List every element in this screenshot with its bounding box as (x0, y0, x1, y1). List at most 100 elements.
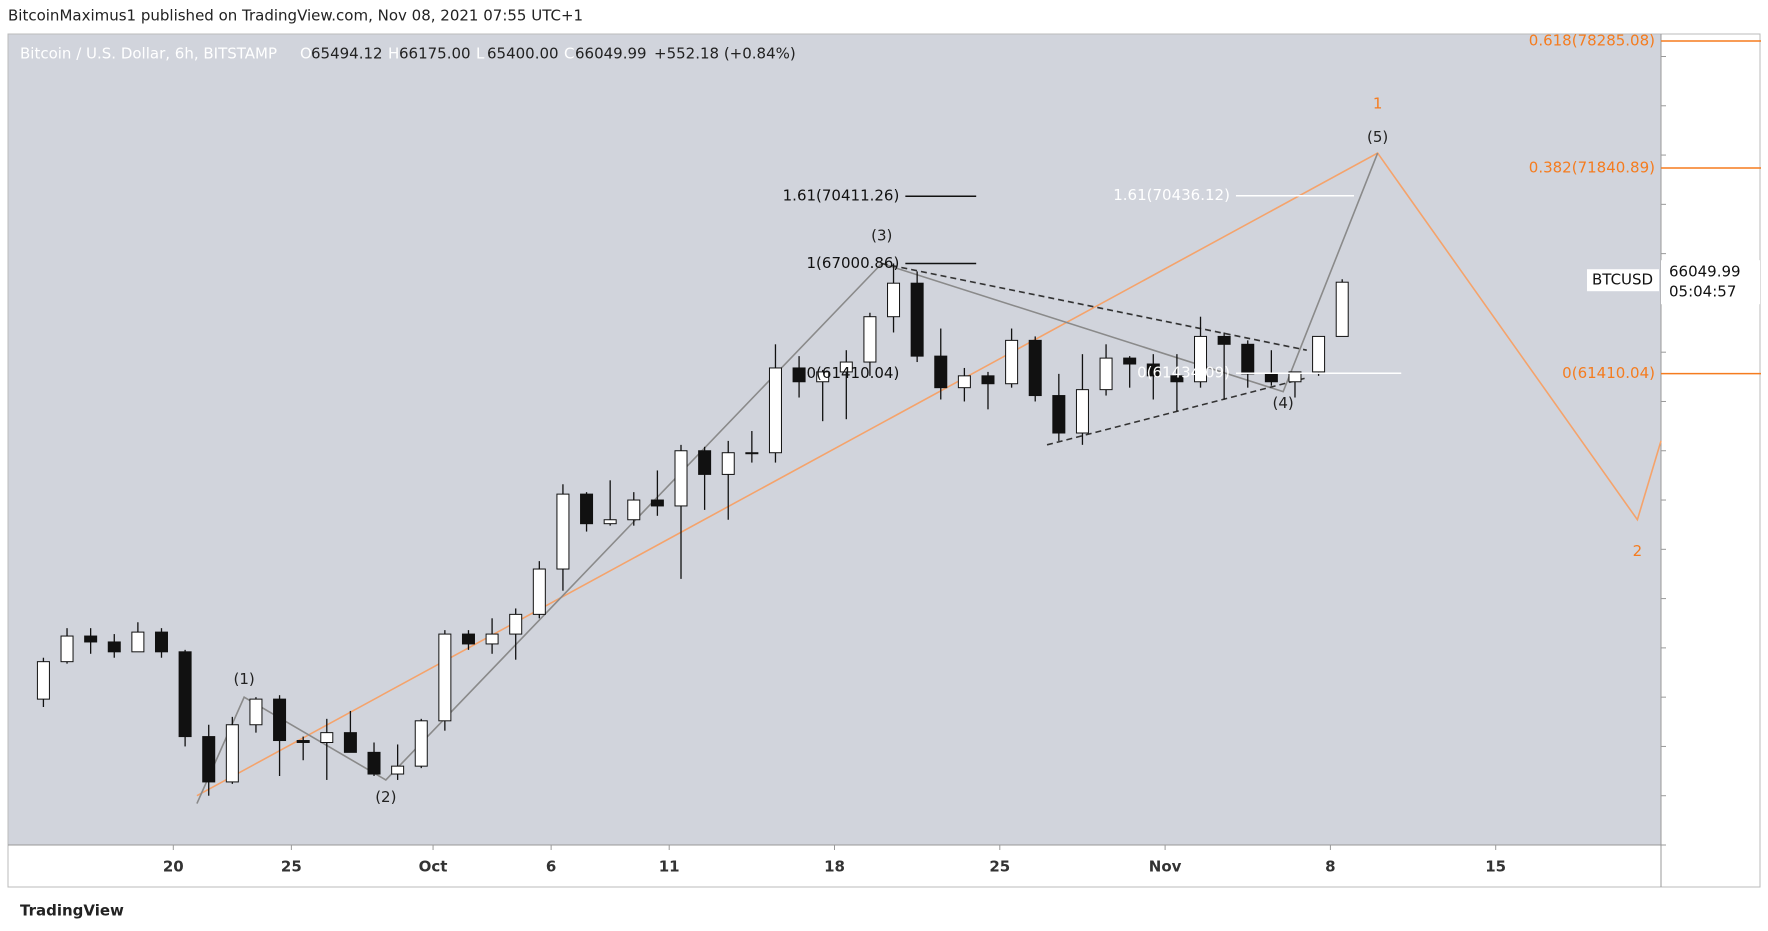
candle-body (910, 282, 924, 357)
last-price-tag (1661, 260, 1760, 305)
candle-body (580, 493, 594, 525)
candle-body (343, 732, 357, 753)
candle-body (1170, 375, 1184, 383)
y-tick-label: 37500.00 (1671, 836, 1743, 854)
wave-label: 2 (1633, 542, 1643, 560)
fib-label: 0(61410.04) (1562, 364, 1655, 382)
x-tick-label: 8 (1325, 858, 1335, 876)
candle-body (934, 355, 948, 389)
candle-body (414, 720, 428, 767)
y-tick-label: 60000.00 (1671, 392, 1743, 410)
candle-body (485, 633, 499, 645)
publisher: BitcoinMaximus1 published on TradingView… (8, 7, 583, 25)
candle-body (1241, 343, 1255, 375)
symbol: Bitcoin / U.S. Dollar, 6h, BITSTAMP (20, 45, 277, 63)
y-tick-label: 75000.00 (1671, 96, 1743, 114)
candle-body (674, 450, 688, 507)
x-tick-label: Oct (419, 858, 448, 876)
candle-body (225, 724, 239, 783)
candle-body (556, 493, 570, 570)
candle-body (1099, 357, 1113, 391)
candle-body (391, 765, 405, 775)
candle-body (792, 367, 806, 383)
candle-body (1028, 339, 1042, 397)
candle-body (438, 633, 452, 722)
candle-body (1194, 335, 1208, 383)
fib-label: 0.618(78285.08) (1529, 32, 1655, 50)
footer: TradingView (20, 902, 124, 920)
candle-body (532, 568, 546, 615)
candle-body (84, 635, 98, 643)
candle-body (1288, 371, 1302, 383)
wave-label: (1) (234, 670, 255, 688)
y-tick-label: 55000.00 (1671, 491, 1743, 509)
candle-body (603, 519, 617, 525)
candle-body (249, 698, 263, 726)
x-tick-label: 15 (1485, 858, 1506, 876)
candle-body (887, 282, 901, 318)
candle-body (1217, 335, 1231, 345)
ohlc-value: 66175.00 (399, 45, 471, 63)
wave-label: (2) (375, 788, 396, 806)
wave-label: (4) (1273, 394, 1294, 412)
candle-body (509, 613, 523, 635)
candle-body (1335, 281, 1349, 337)
candle-body (320, 732, 334, 743)
wave-label: 1 (1373, 94, 1383, 112)
candle-body (1005, 339, 1019, 385)
ohlc-value: 65494.12 (311, 45, 383, 63)
ohlc-label: H (388, 45, 399, 63)
candle-body (273, 698, 287, 742)
ohlc-label: O (300, 45, 312, 63)
x-tick-label: 25 (989, 858, 1010, 876)
last-price: 66049.99 (1669, 263, 1741, 281)
candle-body (131, 631, 145, 653)
y-tick-label: 50000.00 (1671, 589, 1743, 607)
candle-body (698, 450, 712, 475)
y-tick-label: 77500.00 (1671, 47, 1743, 65)
candle-body (721, 452, 735, 475)
candle-body (627, 499, 641, 521)
candle-body (863, 316, 877, 363)
y-tick-label: 47500.00 (1671, 638, 1743, 656)
candle-body (154, 631, 168, 653)
fib-label: 1.61(70411.26) (783, 187, 900, 205)
candle-body (981, 375, 995, 385)
y-tick-label: 40000.00 (1671, 786, 1743, 804)
fib-label: 0(61434.09) (1137, 364, 1230, 382)
symbol-line: Bitcoin / U.S. Dollar, 6h, BITSTAMP USD (20, 43, 1739, 63)
candle-body (1312, 335, 1326, 373)
candle-body (202, 736, 216, 783)
symbol-tag: BTCUSD (1592, 271, 1653, 289)
candle-body (1264, 373, 1278, 383)
ohlc-label: L (476, 45, 485, 63)
candle-body (816, 371, 830, 383)
frame (7, 33, 1761, 888)
x-tick-label: 20 (163, 858, 184, 876)
candle-body (461, 633, 475, 645)
y-tick-label: 70000.00 (1671, 195, 1743, 213)
ohlc-value: 65400.00 (487, 45, 559, 63)
y-tick-label: 67500.00 (1671, 244, 1743, 262)
candle-body (1052, 395, 1066, 434)
candle-body (296, 740, 310, 743)
symbol-tag-bg (1587, 269, 1659, 292)
fib-label: 0(61410.04) (807, 364, 900, 382)
candle-body (745, 452, 759, 455)
y-tick-label: 62500.00 (1671, 343, 1743, 361)
y-tick-label: 52500.00 (1671, 540, 1743, 558)
x-tick-label: 18 (824, 858, 845, 876)
currency: USD (1707, 43, 1739, 61)
candle-body (60, 635, 74, 663)
x-tick-label: 6 (546, 858, 556, 876)
x-tick-label: 11 (659, 858, 680, 876)
candle-body (839, 361, 853, 373)
y-tick-label: 42500.00 (1671, 737, 1743, 755)
candle-body (36, 661, 50, 700)
ohlc-label: C (564, 45, 574, 63)
candle-body (107, 641, 121, 653)
wave-label: (3) (871, 226, 892, 244)
fib-label: 1.61(70436.12) (1113, 186, 1230, 204)
y-tick-label: 72500.00 (1671, 146, 1743, 164)
